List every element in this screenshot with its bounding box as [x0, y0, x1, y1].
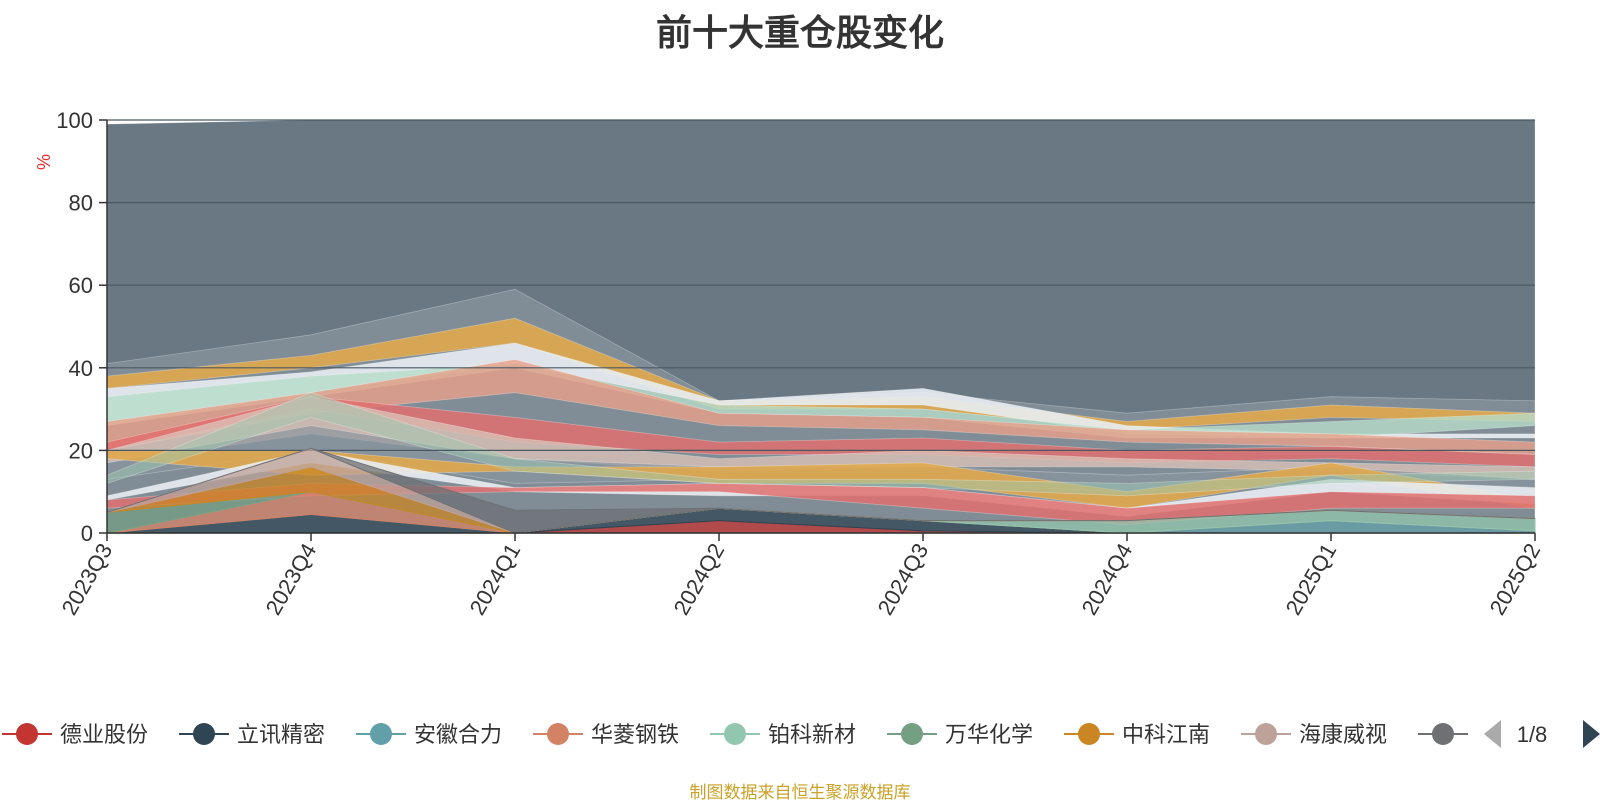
legend-marker-7: [1255, 723, 1277, 745]
x-tick-label-3: 2024Q2: [669, 539, 730, 619]
legend-prev-arrow-icon[interactable]: [1484, 720, 1501, 748]
legend-page-indicator: 1/8: [1517, 722, 1548, 747]
legend-marker-6: [1078, 723, 1100, 745]
legend-marker-4: [724, 723, 746, 745]
y-tick-label-80: 80: [69, 191, 93, 216]
legend-marker-5: [901, 723, 923, 745]
legend-item-8[interactable]: [1418, 723, 1468, 745]
legend-marker-3: [547, 723, 569, 745]
legend-label-0: 德业股份: [60, 722, 148, 747]
x-tick-label-7: 2025Q2: [1485, 539, 1546, 619]
legend-item-6[interactable]: 中科江南: [1064, 722, 1210, 747]
legend-marker-0: [16, 723, 38, 745]
legend-label-7: 海康威视: [1299, 722, 1387, 747]
legend-marker-8: [1432, 723, 1454, 745]
source-note: 制图数据来自恒生聚源数据库: [689, 783, 911, 802]
legend-label-2: 安徽合力: [414, 722, 502, 747]
legend-label-5: 万华化学: [945, 722, 1033, 747]
y-axis-label: %: [34, 154, 54, 170]
x-tick-label-4: 2024Q3: [873, 539, 934, 619]
legend-label-3: 华菱钢铁: [591, 722, 679, 747]
legend-item-1[interactable]: 立讯精密: [179, 722, 325, 747]
y-tick-label-100: 100: [56, 108, 93, 133]
legend-pager: 1/8: [1470, 712, 1600, 756]
x-tick-label-2: 2024Q1: [465, 539, 526, 619]
background-bands: [106, 119, 1536, 534]
legend-marker-1: [193, 723, 215, 745]
legend-item-7[interactable]: 海康威视: [1241, 722, 1387, 747]
series-area-8: [106, 447, 1536, 534]
y-tick-label-0: 0: [81, 521, 93, 546]
legend-item-4[interactable]: 铂科新材: [710, 722, 856, 747]
legend-label-6: 中科江南: [1122, 722, 1210, 747]
legend-next-arrow-icon[interactable]: [1583, 720, 1600, 748]
x-tick-label-0: 2023Q3: [57, 539, 118, 619]
y-tick-label-60: 60: [69, 273, 93, 298]
legend: 德业股份 立讯精密 安徽合力 华菱钢铁 铂科新材 万华化学 中科江南 海康威视 1/8: [2, 712, 1600, 756]
legend-item-0[interactable]: 德业股份: [2, 722, 148, 747]
x-tick-label-5: 2024Q4: [1077, 539, 1138, 619]
legend-label-4: 铂科新材: [768, 722, 856, 747]
legend-item-2[interactable]: 安徽合力: [356, 722, 502, 747]
chart-title: 前十大重仓股变化: [655, 12, 944, 53]
y-tick-label-40: 40: [69, 356, 93, 381]
legend-item-5[interactable]: 万华化学: [887, 722, 1033, 747]
legend-label-1: 立讯精密: [237, 722, 325, 747]
x-tick-label-6: 2025Q1: [1281, 539, 1342, 619]
background-band-12: [106, 392, 1536, 497]
y-tick-label-20: 20: [69, 438, 93, 463]
legend-marker-2: [370, 723, 392, 745]
x-tick-label-1: 2023Q4: [261, 539, 322, 619]
legend-item-3[interactable]: 华菱钢铁: [533, 722, 679, 747]
